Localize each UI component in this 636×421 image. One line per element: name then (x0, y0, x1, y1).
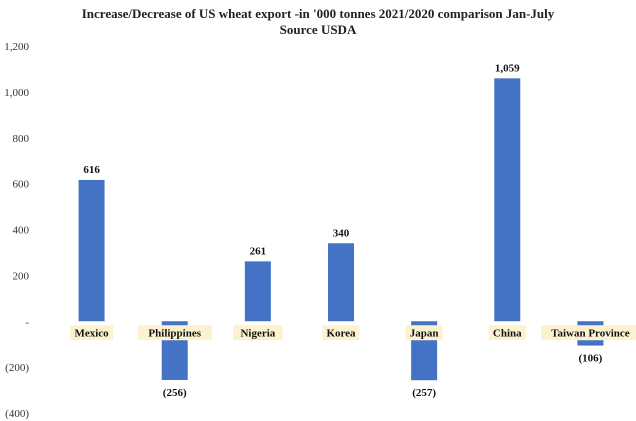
category-label-background (405, 325, 443, 341)
data-label: 261 (250, 245, 267, 257)
bar (494, 78, 521, 322)
y-tick-label: - (25, 316, 29, 328)
y-tick-label: 200 (13, 270, 30, 282)
category-label: Nigeria (240, 327, 275, 339)
category-label-background (540, 325, 636, 341)
chart-title-line-1: Increase/Decrease of US wheat export -in… (81, 6, 555, 21)
category-label: Taiwan Province (551, 327, 630, 339)
y-tick-label: 1,200 (4, 41, 29, 53)
category-label: Korea (326, 327, 356, 339)
data-label: (257) (412, 387, 436, 399)
bar (328, 243, 354, 322)
y-tick-label: 400 (13, 225, 30, 237)
data-label: 616 (83, 164, 100, 176)
data-label: (106) (579, 353, 603, 365)
category-label: Mexico (74, 327, 109, 339)
data-label: 1,059 (495, 62, 520, 74)
y-tick-label: (400) (5, 408, 29, 420)
category-label-background (69, 325, 114, 341)
category-label-background (322, 325, 360, 341)
category-label: Japan (410, 327, 439, 339)
y-tick-label: 600 (13, 179, 30, 191)
category-label-background (488, 325, 526, 341)
bar (244, 261, 271, 322)
category-label-background (233, 325, 283, 341)
bar (78, 179, 105, 322)
y-tick-label: (200) (5, 362, 29, 374)
category-label: Philippines (148, 327, 201, 339)
y-tick-label: 800 (13, 133, 30, 145)
data-label: (256) (163, 387, 187, 399)
chart-title: Increase/Decrease of US wheat export -in… (0, 6, 636, 38)
y-tick-label: 1,000 (4, 87, 29, 99)
data-label: 340 (333, 227, 350, 239)
category-label-background (137, 325, 212, 341)
chart-title-line-2: Source USDA (279, 22, 357, 37)
category-label: China (493, 327, 522, 339)
